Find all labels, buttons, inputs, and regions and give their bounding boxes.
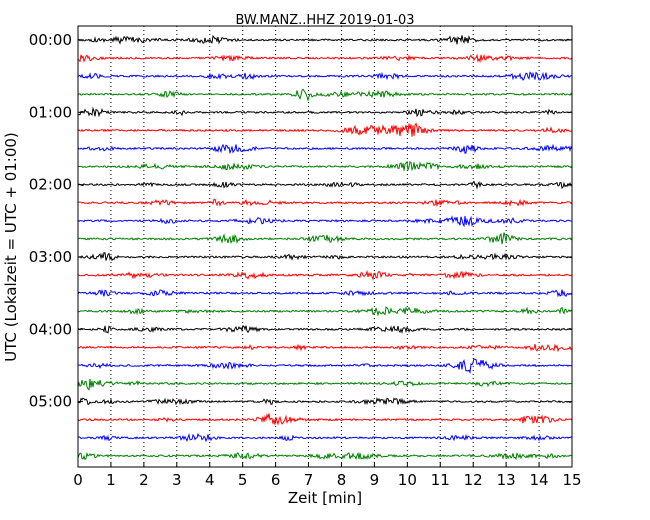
trace-0000 [77,34,573,45]
y-axis-ticks: 00:00 01:00 02:00 03:00 04:00 05:00 [29,31,572,411]
trace-0300 [77,252,573,262]
trace-0245 [77,232,573,245]
y-tick-label: 02:00 [29,176,72,194]
trace-0145 [77,160,573,172]
trace-0100 [77,106,573,118]
trace-0400 [77,325,573,335]
x-tick-label: 14 [530,471,549,489]
trace-0130 [77,143,573,155]
x-tick-label: 5 [238,471,248,489]
x-tick-label: 4 [205,471,215,489]
trace-0415 [77,343,573,353]
x-tick-label: 7 [304,471,314,489]
trace-0315 [77,269,573,281]
x-tick-label: 6 [271,471,281,489]
trace-0530 [77,432,573,443]
seismic-traces [77,34,573,461]
trace-0015 [77,53,573,64]
plot-frame [77,25,573,468]
x-tick-label: 3 [172,471,182,489]
trace-0200 [77,180,573,190]
x-tick-label: 1 [106,471,116,489]
x-tick-label: 9 [370,471,380,489]
x-tick-label: 10 [398,471,417,489]
y-axis-label: UTC (Lokalzeit = UTC + 01:00) [2,132,20,362]
x-tick-label: 15 [562,471,581,489]
x-axis-ticks: 0 1 2 3 4 5 6 7 8 9 10 11 12 13 14 15 [73,462,582,489]
trace-0045 [77,88,573,102]
x-axis-label: Zeit [min] [288,489,362,507]
trace-0230 [77,215,573,228]
trace-0500 [77,397,573,406]
y-tick-label: 01:00 [29,103,72,121]
trace-0215 [77,198,573,208]
trace-0430 [77,358,573,375]
x-tick-label: 0 [73,471,83,489]
trace-0445 [77,378,573,391]
trace-0345 [77,306,573,317]
trace-0545 [77,451,573,461]
x-tick-label: 12 [464,471,483,489]
chart-title: BW.MANZ..HHZ 2019-01-03 [235,13,414,28]
trace-0030 [77,71,573,81]
vertical-grid [110,26,540,467]
x-tick-label: 2 [139,471,149,489]
y-tick-label: 00:00 [29,31,72,49]
trace-0115 [77,122,573,137]
y-tick-label: 03:00 [29,248,72,266]
trace-0330 [77,288,573,298]
y-tick-label: 05:00 [29,393,72,411]
y-tick-label: 04:00 [29,320,72,338]
x-tick-label: 8 [337,471,347,489]
trace-0515 [77,413,573,426]
x-tick-label: 13 [497,471,516,489]
x-tick-label: 11 [431,471,450,489]
